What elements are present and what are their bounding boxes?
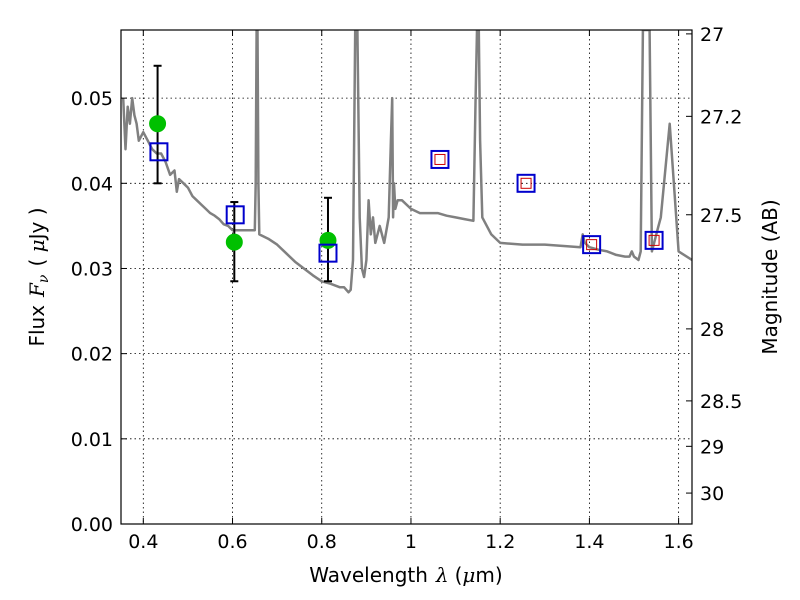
axis-ticks <box>121 30 692 525</box>
x-tick-label: 0.6 <box>217 531 247 553</box>
model-square <box>225 205 245 225</box>
x-axis-label: Wavelength λ (μm) <box>309 563 502 587</box>
plot-area <box>121 30 692 294</box>
y-tick-labels: 0.00 0.01 0.02 0.03 0.04 0.05 <box>71 88 113 536</box>
observed-point <box>149 115 167 133</box>
x-tick-label: 1 <box>405 531 417 553</box>
y2-tick-label: 27.2 <box>700 106 742 128</box>
model-square <box>582 235 602 255</box>
model-square <box>430 149 450 169</box>
y2-tick-label: 28.5 <box>700 391 742 413</box>
x-tick-label: 1.6 <box>664 531 694 553</box>
y2-tick-label: 30 <box>700 483 724 505</box>
model-square <box>516 173 536 193</box>
y2-tick-label: 27 <box>700 24 724 46</box>
y-tick-label: 0.04 <box>71 173 113 195</box>
y-tick-label: 0.05 <box>71 88 113 110</box>
x-tick-labels: 0.4 0.6 0.8 1 1.2 1.4 1.6 <box>128 531 694 553</box>
predicted-square <box>586 239 598 251</box>
y2-tick-label: 28 <box>700 319 724 341</box>
y2-tick-label: 27.5 <box>700 205 742 227</box>
x-tick-label: 1.4 <box>574 531 604 553</box>
y-tick-label: 0.03 <box>71 258 113 280</box>
plot-background <box>121 30 692 524</box>
x-tick-label: 0.4 <box>128 531 158 553</box>
y-tick-label: 0.01 <box>71 429 113 451</box>
x-tick-label: 0.8 <box>307 531 337 553</box>
x-tick-label: 1.2 <box>485 531 515 553</box>
model-squares <box>149 142 664 263</box>
predicted-square <box>648 234 660 246</box>
predicted-square <box>520 177 532 189</box>
model-square <box>644 230 664 250</box>
model-spectrum-line <box>121 30 692 294</box>
y-tick-label: 0.00 <box>71 514 113 536</box>
observed-point <box>225 233 243 251</box>
y-tick-label: 0.02 <box>71 344 113 366</box>
y2-tick-labels: 27 27.2 27.5 28 28.5 29 30 <box>700 24 742 505</box>
plot-frame <box>120 29 693 525</box>
y2-axis-label: Magnitude (AB) <box>758 199 782 354</box>
predicted-squares <box>434 153 660 251</box>
model-square <box>149 142 169 162</box>
y-axis-label: FluxFν( μJy ) <box>25 207 52 346</box>
model-square <box>318 243 338 263</box>
y2-tick-label: 29 <box>700 436 724 458</box>
predicted-square <box>434 153 446 165</box>
observed-point <box>319 231 337 249</box>
grid-lines <box>121 30 692 524</box>
